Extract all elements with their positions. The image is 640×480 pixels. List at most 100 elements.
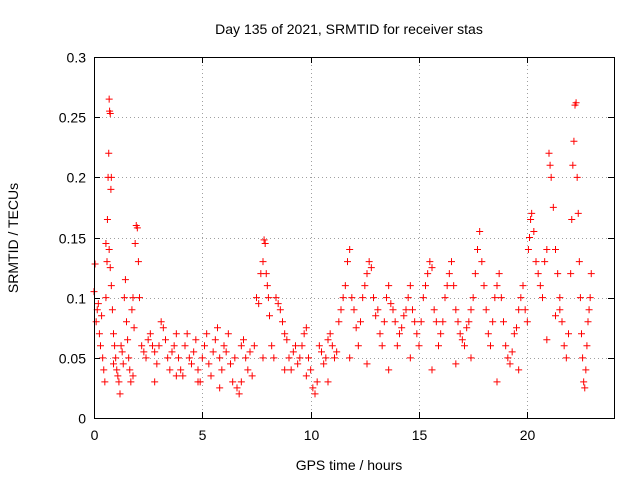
data-point bbox=[502, 342, 510, 350]
data-point bbox=[424, 270, 432, 278]
data-point bbox=[194, 366, 202, 374]
data-point bbox=[102, 240, 110, 248]
data-point bbox=[573, 173, 581, 181]
data-point bbox=[94, 300, 102, 308]
data-point bbox=[556, 294, 564, 302]
data-point bbox=[357, 318, 364, 326]
data-point bbox=[391, 318, 399, 326]
data-point bbox=[560, 342, 568, 350]
data-point bbox=[272, 294, 280, 302]
data-point bbox=[168, 348, 176, 356]
data-point bbox=[487, 342, 494, 350]
data-point bbox=[370, 294, 377, 302]
data-point bbox=[237, 378, 245, 386]
data-point bbox=[294, 360, 302, 368]
data-point bbox=[302, 324, 310, 332]
data-point bbox=[435, 342, 442, 350]
y-tick-label: 0.15 bbox=[59, 231, 86, 247]
data-point bbox=[128, 306, 136, 314]
data-point bbox=[443, 282, 451, 290]
data-point bbox=[274, 300, 282, 308]
data-point bbox=[259, 258, 267, 266]
data-point bbox=[430, 306, 438, 314]
data-point bbox=[237, 342, 245, 350]
data-point bbox=[246, 348, 254, 356]
data-point bbox=[469, 294, 477, 302]
data-point bbox=[198, 354, 206, 362]
data-point bbox=[365, 258, 373, 266]
data-point bbox=[264, 294, 272, 302]
data-point bbox=[576, 294, 584, 302]
data-point bbox=[229, 378, 237, 386]
data-point bbox=[385, 282, 393, 290]
data-point bbox=[190, 348, 198, 356]
data-point bbox=[170, 342, 178, 350]
data-point bbox=[523, 318, 531, 326]
data-point bbox=[91, 260, 99, 268]
data-point bbox=[142, 354, 150, 362]
data-point bbox=[276, 306, 284, 314]
data-point bbox=[107, 185, 115, 193]
data-point bbox=[519, 282, 527, 290]
data-point bbox=[587, 270, 595, 278]
data-point bbox=[326, 330, 334, 338]
data-point bbox=[510, 330, 518, 338]
data-point bbox=[164, 354, 172, 362]
data-point bbox=[322, 354, 330, 362]
data-point bbox=[554, 270, 562, 278]
data-point bbox=[253, 294, 260, 302]
data-point bbox=[318, 348, 325, 356]
data-point bbox=[144, 336, 152, 344]
data-point bbox=[428, 264, 436, 272]
data-point bbox=[116, 390, 124, 398]
data-point bbox=[400, 312, 408, 320]
x-tick-label: 10 bbox=[304, 427, 320, 443]
data-point bbox=[346, 246, 354, 254]
data-point bbox=[426, 258, 434, 266]
data-point bbox=[151, 378, 159, 386]
data-point bbox=[333, 348, 341, 356]
data-point bbox=[102, 294, 110, 302]
data-point bbox=[296, 354, 304, 362]
data-point bbox=[126, 366, 134, 374]
data-point bbox=[124, 336, 132, 344]
data-point bbox=[216, 384, 224, 392]
data-point bbox=[545, 149, 553, 157]
data-point bbox=[220, 342, 228, 350]
data-point bbox=[448, 258, 455, 266]
data-point bbox=[188, 360, 195, 368]
data-point bbox=[552, 246, 559, 254]
data-point bbox=[108, 306, 116, 314]
data-point bbox=[185, 354, 193, 362]
data-point bbox=[467, 354, 475, 362]
data-point bbox=[159, 324, 167, 332]
data-point bbox=[107, 173, 115, 181]
data-point bbox=[580, 378, 588, 386]
data-point bbox=[508, 348, 516, 356]
data-point bbox=[120, 294, 128, 302]
data-point bbox=[526, 234, 533, 241]
data-point bbox=[570, 137, 578, 145]
data-point bbox=[216, 354, 224, 362]
data-point bbox=[207, 372, 215, 380]
data-point bbox=[515, 366, 523, 374]
data-point bbox=[136, 294, 143, 302]
data-point bbox=[389, 306, 397, 314]
data-point bbox=[138, 342, 146, 350]
data-point bbox=[133, 224, 141, 232]
data-point bbox=[311, 390, 319, 398]
data-point bbox=[419, 294, 427, 302]
data-point bbox=[474, 246, 481, 254]
data-point bbox=[313, 378, 321, 386]
x-tick-label: 15 bbox=[412, 427, 428, 443]
data-point bbox=[105, 95, 113, 103]
data-point bbox=[445, 270, 453, 278]
data-point bbox=[521, 306, 529, 314]
data-point bbox=[484, 330, 492, 338]
data-point bbox=[324, 378, 332, 386]
data-point bbox=[574, 209, 582, 217]
data-point bbox=[214, 324, 221, 332]
data-point bbox=[432, 318, 440, 326]
data-point bbox=[480, 282, 488, 290]
